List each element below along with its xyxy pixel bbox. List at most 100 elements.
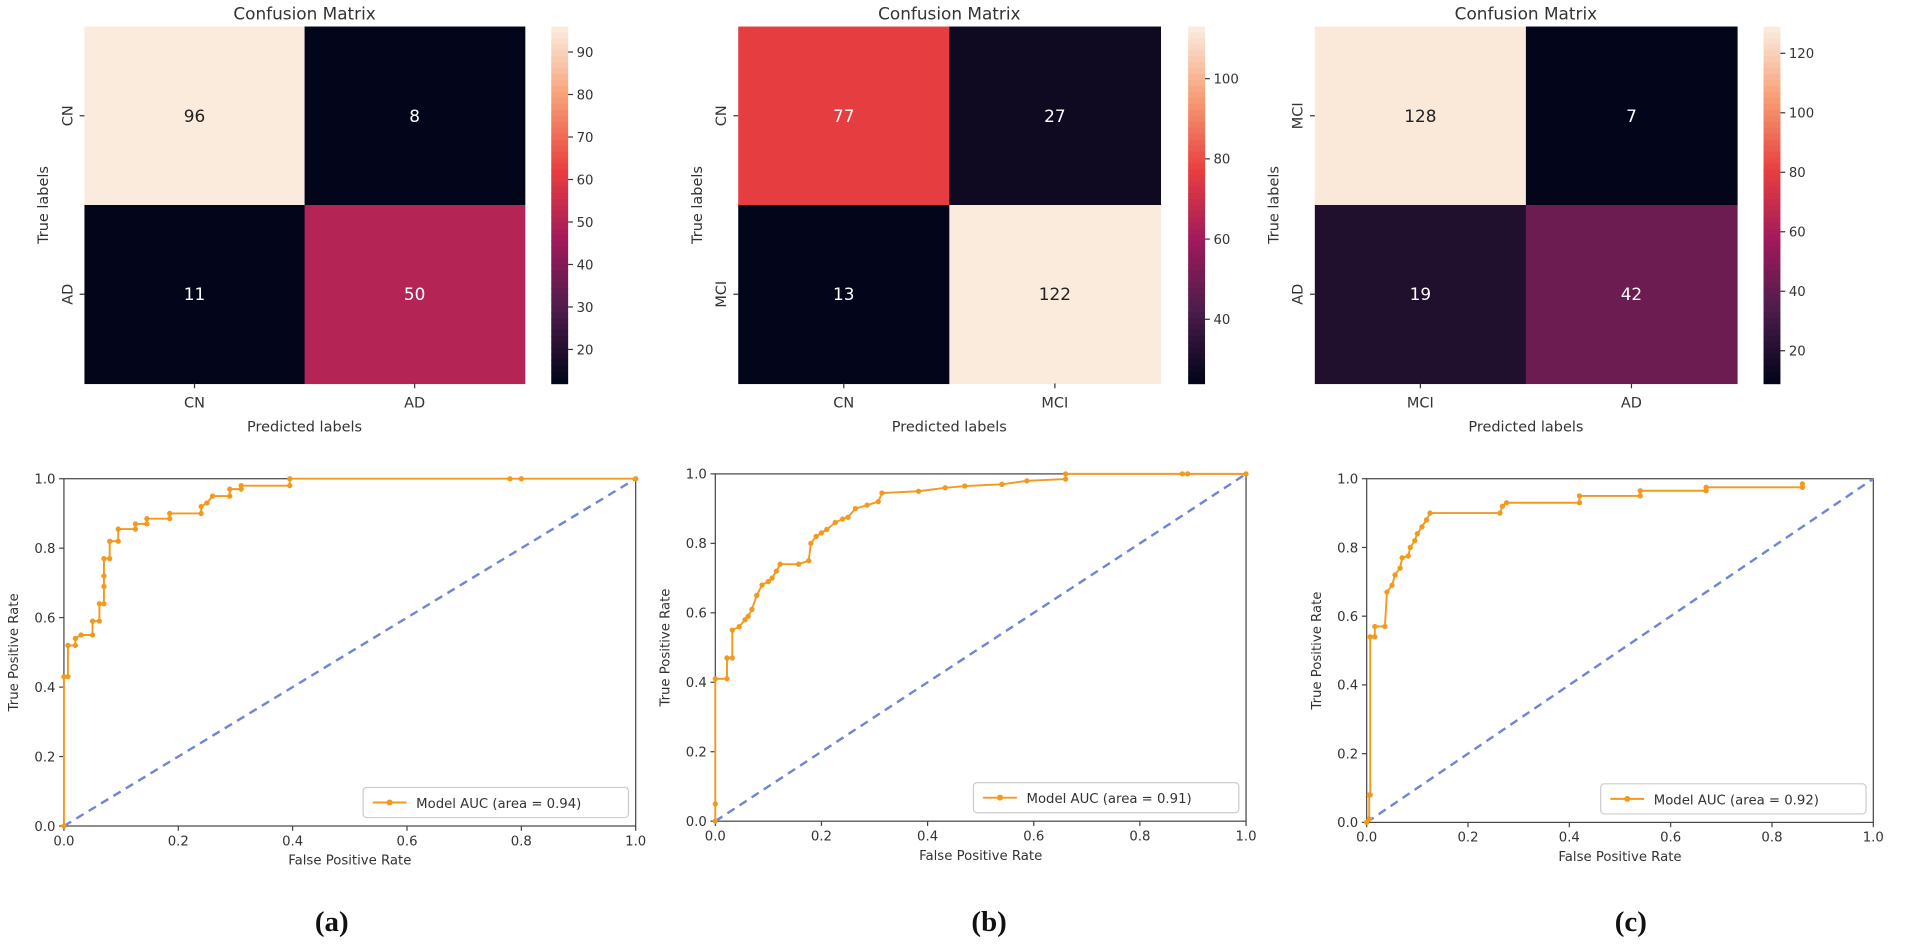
heatmap-cell [949, 204, 1162, 385]
colorbar-segment [1763, 62, 1781, 69]
colorbar-segment [551, 246, 569, 254]
cell-value-label: 42 [1621, 284, 1642, 304]
roc-point [1576, 500, 1583, 506]
roc-point [287, 483, 293, 489]
heatmap-cell [1314, 26, 1527, 206]
y-axis-label: True Positive Rate [658, 589, 673, 708]
y-tick-label: 0.0 [686, 815, 707, 830]
y-tick-label: CN [714, 105, 730, 126]
roc-point [101, 573, 107, 579]
colorbar-segment [1188, 270, 1206, 278]
legend-box [972, 781, 1240, 814]
colorbar-segment [1188, 323, 1206, 331]
colorbar-segment [551, 276, 569, 284]
heatmap-title: Confusion Matrix [1455, 3, 1597, 23]
roc-point [824, 526, 830, 533]
colorbar-segment [551, 181, 569, 188]
colorbar-segment [1763, 210, 1781, 218]
colorbar-segment [1188, 312, 1206, 319]
colorbar-segment [551, 300, 569, 307]
colorbar-segment [551, 353, 569, 361]
roc-curve-c: 0.00.0 0.2 0.2 0.4 0.4 0.6 0.6 0.8 0.8 1.0 1.0 Fals… [1310, 473, 1884, 865]
roc-point [1405, 553, 1411, 559]
y-axis-label: True labels [36, 166, 52, 245]
colorbar-segment [1763, 353, 1781, 361]
roc-point [1024, 478, 1030, 484]
roc-point [167, 516, 173, 522]
heatmap-cell [84, 26, 306, 206]
roc-point [1397, 565, 1403, 571]
y-tick-label: 0.4 [34, 681, 55, 696]
chance-diagonal-line [1366, 477, 1874, 824]
colorbar-segment [1188, 294, 1206, 301]
roc-point [1062, 471, 1069, 477]
roc-point [769, 575, 775, 581]
colorbar-segment [1188, 288, 1206, 295]
roc-point [808, 540, 814, 547]
heatmap-cell [1525, 204, 1738, 385]
colorbar-segment [1188, 44, 1206, 52]
x-tick-label: 1.0 [1863, 831, 1884, 846]
y-tick-label: 0.2 [686, 746, 707, 761]
x-tick-label: 0.6 [1023, 829, 1044, 844]
roc-point [724, 655, 730, 661]
y-tick-label: 0.8 [1337, 541, 1358, 556]
colorbar-segment [551, 228, 569, 236]
colorbar-segment [551, 234, 569, 242]
colorbar-segment [1188, 181, 1206, 188]
colorbar-segment [551, 264, 569, 272]
heatmap-cell [1314, 204, 1527, 385]
y-tick-label: AD [60, 284, 76, 305]
x-tick-label: 0.6 [1660, 831, 1681, 846]
colorbar-segment [1188, 157, 1206, 165]
colorbar-segment [1763, 133, 1781, 141]
colorbar-segment [551, 270, 569, 278]
legend-label: Model AUC (area = 0.92) [1654, 793, 1819, 808]
colorbar-segment [1763, 50, 1781, 57]
colorbar-segment [551, 56, 569, 63]
colorbar-segment [1763, 163, 1781, 171]
colorbar-segment [1188, 228, 1206, 236]
colorbar-segment [1188, 127, 1206, 135]
colorbar-segment [1763, 204, 1781, 212]
colorbar-segment [1188, 335, 1206, 343]
x-tick-label: CN [184, 396, 205, 412]
x-tick-label: 0.0 [1356, 831, 1377, 846]
colorbar-segment [551, 240, 569, 248]
legend-marker [386, 799, 393, 806]
colorbar-segment [1188, 347, 1206, 355]
x-axis-label: False Positive Rate [288, 854, 411, 869]
colorbar-segment [551, 121, 569, 129]
y-tick-label: 0.2 [34, 750, 55, 765]
legend-marker [996, 794, 1003, 801]
colorbar-tick-label: 20 [577, 343, 594, 358]
confusion-matrix-b: Confusion Matrix 77 27 13 122 CN MCI CN MCI Predi… [690, 3, 1239, 435]
colorbar-segment [1763, 264, 1781, 272]
confusion-matrix-a: Confusion Matrix 96 8 11 50 CN AD CN AD Predicted… [36, 3, 593, 435]
colorbar-segment [1188, 26, 1206, 34]
colorbar-segment [1188, 139, 1206, 147]
roc-point [1412, 537, 1418, 544]
roc-point [1367, 792, 1373, 798]
roc-point [875, 499, 881, 505]
colorbar-segment [551, 193, 569, 200]
colorbar-segment [1188, 121, 1206, 129]
roc-point [845, 514, 851, 520]
roc-point [795, 561, 802, 567]
y-tick-label: 0.0 [1337, 816, 1358, 831]
y-tick-label: MCI [714, 281, 730, 308]
roc-point [749, 606, 755, 612]
y-tick-label: AD [1291, 284, 1307, 305]
heatmap-title: Confusion Matrix [233, 3, 375, 23]
colorbar-segment [1188, 175, 1206, 182]
colorbar-segment [1188, 151, 1206, 159]
colorbar-segment [551, 74, 569, 81]
colorbar-segment [1188, 91, 1206, 99]
colorbar-segment [1188, 264, 1206, 272]
colorbar-segment [1763, 312, 1781, 319]
roc-point [962, 483, 968, 489]
colorbar-segment [1188, 282, 1206, 290]
colorbar-tick-label: 100 [1789, 107, 1814, 122]
colorbar-segment [551, 312, 569, 319]
colorbar-segment [551, 68, 569, 75]
